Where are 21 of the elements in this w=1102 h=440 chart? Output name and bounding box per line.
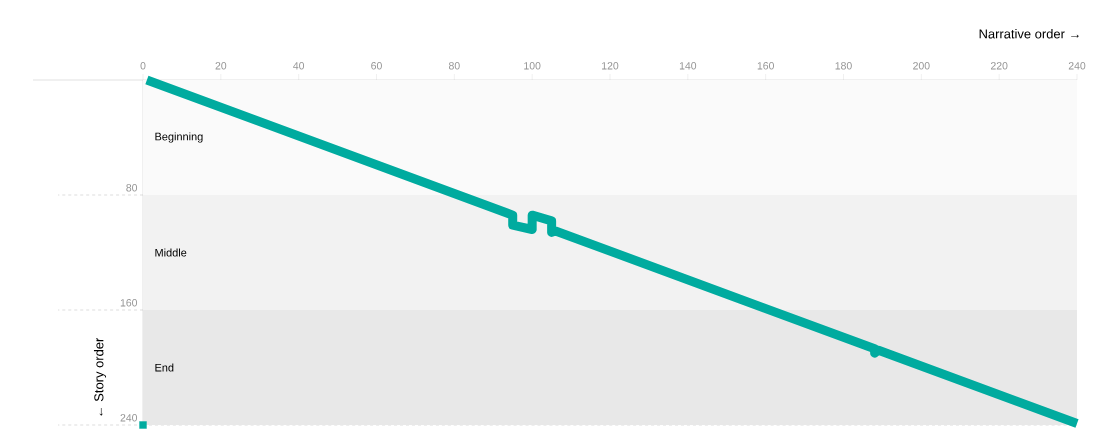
x-tick-label: 240	[1068, 62, 1086, 70]
x-tick-label: 100	[524, 62, 541, 70]
x-tick-label: 160	[757, 62, 774, 70]
y-tick-label: 80	[126, 184, 138, 192]
y-tick-label: 160	[120, 299, 138, 307]
band-label: End	[155, 363, 174, 372]
y-axis-title: ← Story order	[93, 337, 107, 416]
x-axis-title: Narrative order →	[979, 28, 1079, 39]
band-label: Beginning	[155, 132, 203, 143]
y-tick-label: 240	[120, 414, 138, 422]
x-tick-label: 120	[602, 62, 619, 70]
x-tick-label: 80	[448, 62, 460, 70]
x-tick-label: 180	[835, 62, 852, 70]
band-label: Middle	[155, 248, 187, 257]
x-tick-label: 200	[913, 62, 930, 70]
x-tick-label: 140	[679, 62, 697, 70]
x-tick-label: 20	[215, 62, 227, 70]
x-tick-label: 220	[990, 62, 1008, 70]
x-tick-label: 0	[140, 62, 146, 70]
x-tick-label: 40	[293, 62, 305, 70]
x-tick-label: 60	[371, 62, 382, 70]
